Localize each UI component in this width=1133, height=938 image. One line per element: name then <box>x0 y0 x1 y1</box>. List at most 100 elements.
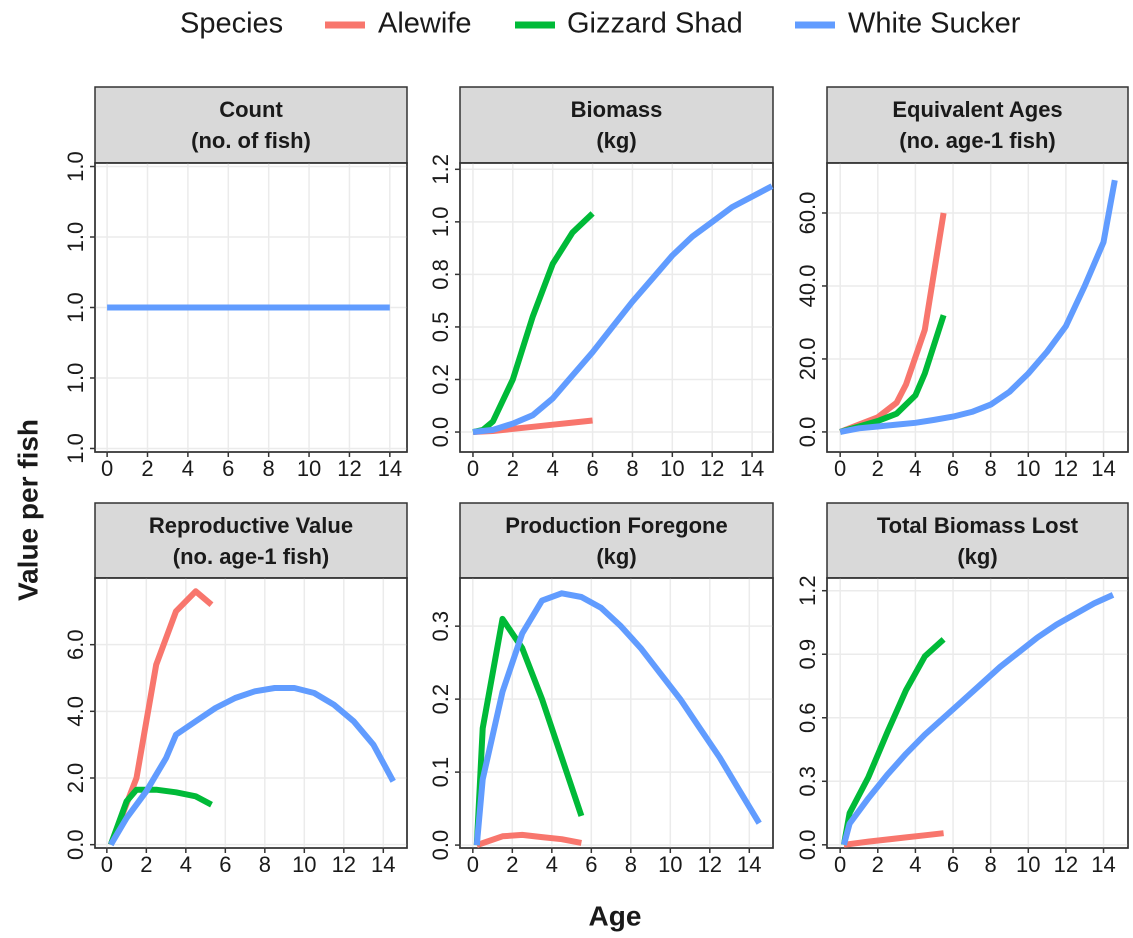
x-tick-label: 12 <box>1054 456 1078 481</box>
x-tick-label: 6 <box>947 456 959 481</box>
panel-border <box>94 577 408 849</box>
x-tick-label: 14 <box>378 456 402 481</box>
y-tick-label: 0.3 <box>795 766 820 797</box>
y-tick-label: 1.0 <box>63 363 88 394</box>
x-tick-label: 14 <box>1091 852 1115 877</box>
panel-title: Biomass <box>571 97 663 122</box>
x-tick-label: 10 <box>292 852 316 877</box>
x-tick-label: 8 <box>625 852 637 877</box>
y-tick-label: 0.8 <box>428 259 453 290</box>
y-tick-label: 0.0 <box>428 830 453 861</box>
x-tick-label: 4 <box>180 852 192 877</box>
y-tick-label: 6.0 <box>63 629 88 660</box>
series-line <box>472 183 774 435</box>
x-tick-label: 0 <box>467 852 479 877</box>
x-tick-label: 10 <box>1016 852 1040 877</box>
x-tick-label: 0 <box>834 852 846 877</box>
panel-title: Reproductive Value <box>149 513 353 538</box>
y-tick-label: 0.3 <box>428 611 453 642</box>
x-tick-label: 6 <box>219 852 231 877</box>
y-tick-label: 0.5 <box>428 312 453 343</box>
x-tick-label: 6 <box>947 852 959 877</box>
x-tick-label: 14 <box>737 852 761 877</box>
y-tick-label: 0.6 <box>795 702 820 733</box>
x-tick-label: 8 <box>626 456 638 481</box>
strip <box>459 502 774 579</box>
y-tick-label: 40.0 <box>795 265 820 308</box>
y-tick-label: 1.2 <box>795 575 820 606</box>
x-tick-label: 12 <box>337 456 361 481</box>
x-tick-label: 10 <box>1016 456 1040 481</box>
panel-title: Equivalent Ages <box>892 97 1062 122</box>
x-tick-label: 8 <box>985 456 997 481</box>
strip <box>94 502 408 579</box>
series-line <box>107 786 213 846</box>
x-tick-label: 2 <box>140 852 152 877</box>
panel-subtitle: (no. age-1 fish) <box>899 128 1055 153</box>
x-tick-label: 8 <box>985 852 997 877</box>
panel-title: Total Biomass Lost <box>877 513 1079 538</box>
x-tick-label: 6 <box>222 456 234 481</box>
legend-title: Species <box>180 8 283 40</box>
x-tick-label: 14 <box>740 456 764 481</box>
x-tick-label: 0 <box>834 456 846 481</box>
y-tick-label: 1.2 <box>428 154 453 185</box>
x-tick-label: 2 <box>872 852 884 877</box>
y-tick-label: 0.2 <box>428 364 453 395</box>
y-tick-label: 0.0 <box>63 829 88 860</box>
x-tick-label: 2 <box>872 456 884 481</box>
series-line <box>839 179 1118 435</box>
y-tick-label: 4.0 <box>63 696 88 727</box>
y-tick-label: 20.0 <box>795 338 820 381</box>
legend-label: White Sucker <box>848 8 1021 40</box>
legend-label: Gizzard Shad <box>567 8 743 40</box>
y-tick-label: 0.0 <box>795 830 820 861</box>
plot-area <box>826 577 1129 849</box>
x-tick-label: 6 <box>586 456 598 481</box>
y-tick-label: 0.0 <box>428 417 453 448</box>
panel-title: Production Foregone <box>505 513 727 538</box>
series-line <box>843 830 944 848</box>
series-line <box>108 588 214 846</box>
series-line <box>108 685 396 847</box>
y-tick-label: 0.1 <box>428 757 453 788</box>
y-tick-label: 1.0 <box>63 151 88 182</box>
panel-border <box>826 162 1129 453</box>
strip <box>459 86 774 164</box>
series-line <box>473 590 762 846</box>
x-tick-label: 0 <box>101 456 113 481</box>
x-tick-label: 4 <box>546 852 558 877</box>
x-tick-label: 6 <box>585 852 597 877</box>
x-tick-label: 14 <box>1091 456 1115 481</box>
strip <box>826 86 1129 164</box>
y-tick-label: 1.0 <box>428 207 453 238</box>
x-tick-label: 12 <box>332 852 356 877</box>
x-tick-label: 14 <box>371 852 395 877</box>
x-tick-label: 4 <box>909 456 921 481</box>
x-tick-label: 2 <box>506 852 518 877</box>
y-axis-label: Value per fish <box>12 419 43 601</box>
panel-subtitle: (kg) <box>596 128 636 153</box>
y-tick-label: 1.0 <box>63 292 88 323</box>
x-tick-label: 0 <box>467 456 479 481</box>
y-tick-label: 0.2 <box>428 684 453 715</box>
x-tick-label: 12 <box>1054 852 1078 877</box>
panel-border <box>94 162 408 453</box>
panel-border <box>459 162 774 453</box>
panel-subtitle: (no. age-1 fish) <box>173 544 329 569</box>
panel-border <box>826 577 1129 849</box>
x-tick-label: 4 <box>547 456 559 481</box>
series-line <box>473 615 585 846</box>
panel-subtitle: (no. of fish) <box>191 128 311 153</box>
series-line <box>841 592 1115 846</box>
x-axis-label: Age <box>589 900 642 931</box>
legend-label: Alewife <box>378 8 472 40</box>
panel-subtitle: (kg) <box>957 544 997 569</box>
x-tick-label: 10 <box>658 852 682 877</box>
x-tick-label: 0 <box>101 852 113 877</box>
panel-title: Count <box>219 97 283 122</box>
y-tick-label: 0.9 <box>795 639 820 670</box>
x-tick-label: 4 <box>909 852 921 877</box>
x-tick-label: 10 <box>297 456 321 481</box>
